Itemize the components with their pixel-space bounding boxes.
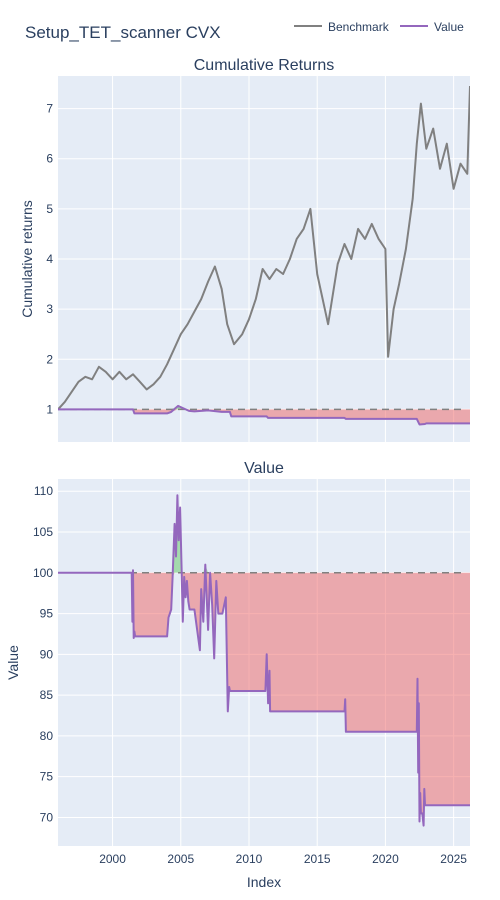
y-axis-label-0: Cumulative returns [19,200,35,318]
x-tick-label-4: 2020 [372,852,399,866]
legend-label-0: Benchmark [328,20,390,34]
series-line-benchmark-0 [58,85,470,411]
y-axis-label-1: Value [5,645,21,680]
y-tick-label-1-4: 90 [40,647,54,661]
x-axis-label: Index [247,874,281,890]
subplot-title-1: Value [244,460,284,477]
plot-marks-0 [58,85,470,426]
figure-title: Setup_TET_scanner CVX [25,23,221,42]
series-line-value-1 [58,494,470,827]
y-tick-label-0-0: 1 [46,402,53,416]
plot-marks-1 [58,494,470,827]
legend[interactable]: Benchmark Value [294,20,464,34]
y-tick-label-1-1: 75 [40,770,54,784]
x-tick-label-3: 2015 [304,852,331,866]
y-tick-label-1-6: 100 [33,566,53,580]
y-tick-label-1-3: 85 [40,688,54,702]
y-tick-label-1-0: 70 [40,810,54,824]
y-tick-label-1-8: 110 [34,484,53,498]
y-tick-label-0-6: 7 [46,102,53,116]
y-tick-label-0-1: 2 [46,352,53,366]
x-tick-label-5: 2025 [440,852,467,866]
x-tick-label-2: 2010 [236,852,263,866]
subplot-title-0: Cumulative Returns [194,57,335,74]
y-tick-label-0-3: 4 [46,252,53,266]
panel-0: 1 2 3 4 5 6 7 Cumulative Returns Cumulative retu… [19,57,470,442]
series-line-value-0 [58,404,470,426]
y-tick-label-1-5: 95 [40,607,54,621]
y-tick-label-0-4: 5 [46,202,53,216]
y-tick-label-1-2: 80 [40,729,54,743]
y-tick-label-1-7: 105 [33,525,53,539]
y-tick-label-0-2: 3 [46,302,53,316]
y-tick-label-0-5: 6 [46,152,53,166]
x-tick-label-1: 2005 [167,852,194,866]
panels: 1 2 3 4 5 6 7 Cumulative Returns Cumulative retu… [5,57,470,890]
panel-1: 70 75 80 85 90 95 100 105 110 Value Value 2000 2005 2… [5,460,470,890]
x-tick-label-0: 2000 [99,852,126,866]
legend-label-1: Value [434,20,464,34]
